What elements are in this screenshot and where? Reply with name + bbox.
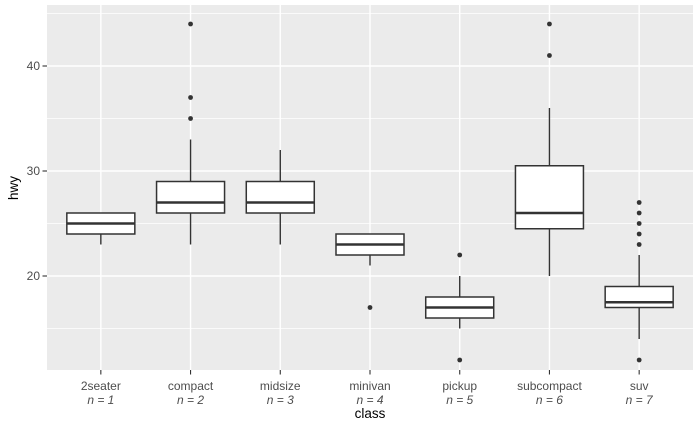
category-label: minivan (349, 379, 391, 393)
category-label: 2seater (80, 379, 121, 393)
x-tick-label-pickup: pickup n = 5 (412, 379, 508, 407)
outlier-point (188, 95, 193, 100)
sample-size-label: n = 5 (446, 392, 474, 407)
outlier-point (367, 305, 373, 310)
y-tick-label: 20 (26, 269, 40, 283)
category-label: subcompact (517, 379, 582, 393)
box-iqr (155, 180, 226, 214)
outlier-point (188, 21, 193, 27)
sample-size-label: n = 6 (535, 392, 563, 407)
category-label: pickup (442, 379, 478, 393)
category-label: compact (167, 379, 214, 393)
box-iqr (604, 285, 674, 309)
x-tick-label-suv: suv n = 7 (591, 379, 687, 407)
sample-size-label: n = 7 (625, 392, 653, 407)
outlier-point (547, 53, 552, 58)
outlier-point (636, 210, 642, 216)
box-iqr (514, 165, 585, 230)
outlier-point (636, 242, 642, 247)
y-tick-label: 30 (26, 164, 40, 178)
outlier-point (636, 200, 642, 205)
x-tick-label-subcompact: subcompact n = 6 (501, 379, 597, 407)
outlier-point (188, 116, 193, 121)
x-tick-label-minivan: minivan n = 4 (322, 379, 418, 407)
outlier-point (636, 231, 642, 237)
x-tick-label-compact: compact n = 2 (143, 379, 239, 407)
box-iqr (245, 180, 316, 214)
x-axis-title: class (354, 406, 386, 421)
sample-size-label: n = 3 (266, 392, 294, 407)
sample-size-label: n = 2 (177, 392, 205, 407)
sample-size-label: n = 4 (356, 392, 384, 407)
category-label: suv (629, 379, 649, 393)
sample-size-label: n = 1 (87, 392, 115, 407)
x-tick-label-2seater: 2seater n = 1 (53, 379, 149, 407)
y-tick-label: 40 (26, 59, 40, 73)
category-label: midsize (259, 379, 301, 393)
y-axis-title: hwy (6, 175, 21, 200)
outlier-point (636, 221, 642, 226)
outlier-point (457, 252, 463, 258)
outlier-point (636, 357, 642, 363)
outlier-point (457, 357, 463, 363)
x-tick-label-midsize: midsize n = 3 (232, 379, 328, 407)
outlier-point (547, 21, 552, 27)
